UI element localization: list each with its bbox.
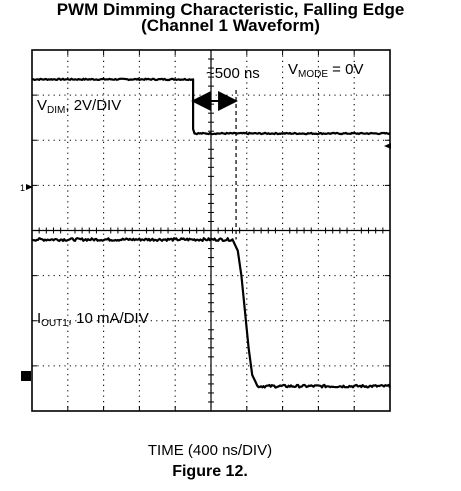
chart-title-line2: (Channel 1 Waveform) (141, 16, 320, 35)
chart-title-line1: PWM Dimming Characteristic, Falling Edge (56, 0, 405, 19)
chart-title: PWM Dimming Characteristic, Falling Edge… (0, 0, 461, 35)
vmode-label-rest: = 0V (328, 61, 363, 78)
gnd-marker (21, 371, 31, 381)
vdim-trace (31, 77, 391, 136)
vdim-label-sub: DIM (47, 105, 65, 116)
vmode-label: VMODE = 0V (288, 61, 363, 80)
ch1-marker-label: 1 (20, 183, 25, 193)
figure-caption: Figure 12. (172, 463, 248, 480)
trigger-marker (384, 143, 391, 149)
vdim-label: VDIM, 2V/DIV (37, 97, 121, 116)
delay-label: ~500 ns (206, 65, 260, 82)
vdim-label-main: V (37, 97, 47, 114)
iout1-trace (31, 237, 391, 389)
annotations: ~500 ns VMODE = 0V VDIM, 2V/DIV IOUT1, 1… (20, 61, 391, 381)
vdim-label-rest: , 2V/DIV (65, 97, 121, 114)
iout-label-main: I (37, 310, 41, 327)
x-axis-label: TIME (400 ns/DIV) (147, 442, 273, 459)
vmode-label-sub: MODE (298, 69, 328, 80)
iout-label-rest: , 10 mA/DIV (68, 310, 149, 327)
traces (31, 77, 391, 389)
ch1-marker-arrow (26, 184, 33, 190)
vmode-label-main: V (288, 61, 298, 78)
iout-label: IOUT1, 10 mA/DIV (37, 310, 149, 329)
iout-label-sub: OUT1 (41, 318, 68, 329)
